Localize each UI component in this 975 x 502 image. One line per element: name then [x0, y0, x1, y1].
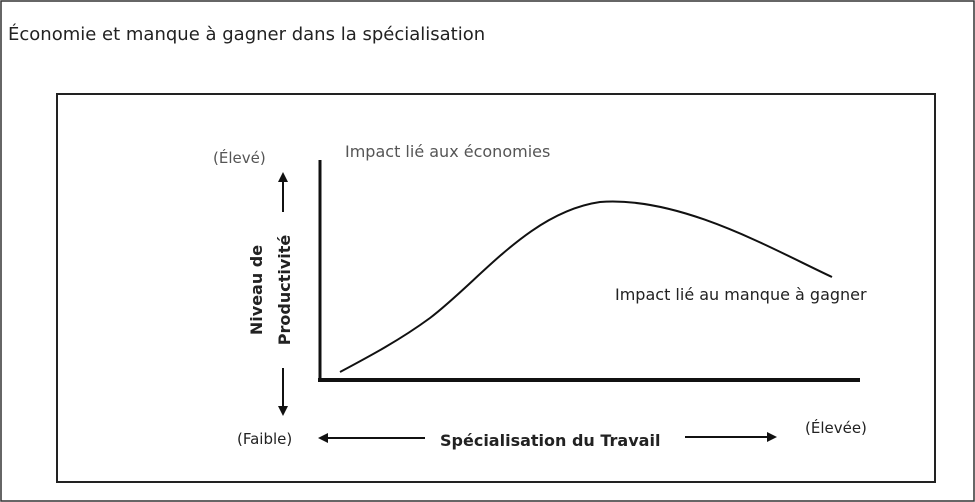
y-axis-label: Productivité: [275, 235, 294, 346]
diagram-frame: [56, 93, 936, 483]
x-right-label: (Élevée): [805, 418, 867, 437]
y-top-label: (Élevé): [213, 148, 266, 167]
annotation: Impact lié aux économies: [345, 142, 550, 161]
x-axis-label: Spécialisation du Travail: [440, 431, 660, 450]
annotation: Impact lié au manque à gagner: [615, 285, 867, 304]
curve: [339, 200, 833, 373]
y-axis-label: Niveau de: [247, 245, 266, 335]
title: Économie et manque à gagner dans la spéc…: [8, 23, 485, 45]
y-bottom-label: (Faible): [237, 430, 292, 448]
